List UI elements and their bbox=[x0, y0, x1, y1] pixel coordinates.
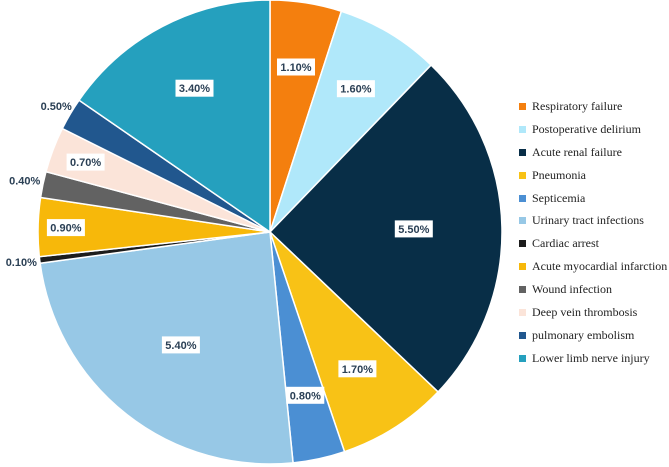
legend-label: Cardiac arrest bbox=[532, 236, 599, 251]
data-label-wound-infection: 0.40% bbox=[9, 176, 40, 188]
legend-item-pulmonary-embolism: pulmonary embolism bbox=[519, 324, 667, 347]
svg-text:1.60%: 1.60% bbox=[340, 84, 371, 96]
data-label-lower-limb-nerve-injury: 3.40% bbox=[175, 79, 214, 97]
legend-swatch bbox=[519, 148, 526, 156]
svg-text:1.10%: 1.10% bbox=[280, 62, 311, 74]
legend-swatch bbox=[519, 171, 526, 179]
legend-item-cardiac-arrest: Cardiac arrest bbox=[519, 232, 667, 255]
svg-text:0.50%: 0.50% bbox=[41, 101, 72, 113]
svg-text:0.90%: 0.90% bbox=[50, 223, 81, 235]
legend-swatch bbox=[519, 240, 526, 248]
svg-text:0.80%: 0.80% bbox=[290, 390, 321, 402]
legend-item-respiratory-failure: Respiratory failure bbox=[519, 95, 667, 118]
legend-item-pneumonia: Pneumonia bbox=[519, 164, 667, 187]
legend-item-lower-limb-nerve-injury: Lower limb nerve injury bbox=[519, 347, 667, 370]
legend-item-septicemia: Septicemia bbox=[519, 187, 667, 210]
slice-postoperative-delirium bbox=[269, 10, 433, 233]
legend-swatch bbox=[519, 286, 526, 294]
legend-item-acute-myocardial-infarction: Acute myocardial infarction bbox=[519, 255, 667, 278]
data-label-pulmonary-embolism: 0.50% bbox=[41, 101, 72, 113]
svg-text:0.10%: 0.10% bbox=[6, 257, 37, 269]
legend-label: Postoperative delirium bbox=[532, 121, 641, 136]
legend-item-acute-renal-failure: Acute renal failure bbox=[519, 141, 667, 164]
legend-swatch bbox=[519, 194, 526, 202]
legend-item-urinary-tract-infections: Urinary tract infections bbox=[519, 209, 667, 232]
legend-label: Deep vein thrombosis bbox=[532, 304, 638, 319]
legend-label: pulmonary embolism bbox=[532, 327, 635, 342]
legend-swatch bbox=[519, 308, 526, 316]
legend-label: Respiratory failure bbox=[532, 98, 623, 113]
slice-acute-renal-failure bbox=[268, 63, 503, 393]
data-label-cardiac-arrest: 0.10% bbox=[6, 257, 37, 269]
legend-label: Acute myocardial infarction bbox=[532, 259, 668, 274]
legend-swatch bbox=[519, 125, 526, 133]
legend-swatch bbox=[519, 354, 526, 362]
svg-text:0.70%: 0.70% bbox=[70, 157, 101, 169]
data-label-acute-myocardial-infarction: 0.90% bbox=[46, 219, 85, 237]
legend: Respiratory failure Postoperative deliriu… bbox=[519, 95, 667, 370]
legend-label: Acute renal failure bbox=[532, 144, 622, 159]
data-label-septicemia: 0.80% bbox=[286, 386, 325, 404]
data-label-deep-vein-thrombosis: 0.70% bbox=[66, 153, 105, 171]
data-label-urinary-tract-infections: 5.40% bbox=[161, 336, 200, 354]
legend-label: Urinary tract infections bbox=[532, 213, 644, 228]
svg-text:0.40%: 0.40% bbox=[9, 176, 40, 188]
legend-swatch bbox=[519, 102, 526, 110]
svg-text:3.40%: 3.40% bbox=[179, 83, 210, 95]
slice-lower-limb-nerve-injury bbox=[78, 0, 271, 234]
slice-pneumonia bbox=[269, 231, 440, 453]
legend-swatch bbox=[519, 217, 526, 225]
data-labels: 1.10% 1.60% 5.50% 1.70% 0.80% 5.40% 0.10% 0.90%… bbox=[6, 58, 433, 404]
svg-text:5.50%: 5.50% bbox=[398, 224, 429, 236]
data-label-respiratory-failure: 1.10% bbox=[277, 58, 315, 76]
data-label-postoperative-delirium: 1.60% bbox=[336, 80, 375, 98]
legend-label: Wound infection bbox=[532, 282, 613, 297]
legend-swatch bbox=[519, 263, 526, 271]
legend-label: Pneumonia bbox=[532, 167, 586, 182]
legend-item-deep-vein-thrombosis: Deep vein thrombosis bbox=[519, 301, 667, 324]
svg-text:1.70%: 1.70% bbox=[342, 364, 373, 376]
data-label-pneumonia: 1.70% bbox=[338, 360, 377, 378]
svg-text:5.40%: 5.40% bbox=[165, 340, 196, 352]
data-label-acute-renal-failure: 5.50% bbox=[394, 220, 433, 238]
legend-swatch bbox=[519, 331, 526, 339]
legend-item-postoperative-delirium: Postoperative delirium bbox=[519, 118, 667, 141]
legend-label: Lower limb nerve injury bbox=[532, 350, 650, 365]
legend-label: Septicemia bbox=[532, 190, 586, 205]
legend-item-wound-infection: Wound infection bbox=[519, 278, 667, 301]
pie-slices bbox=[37, 0, 503, 465]
